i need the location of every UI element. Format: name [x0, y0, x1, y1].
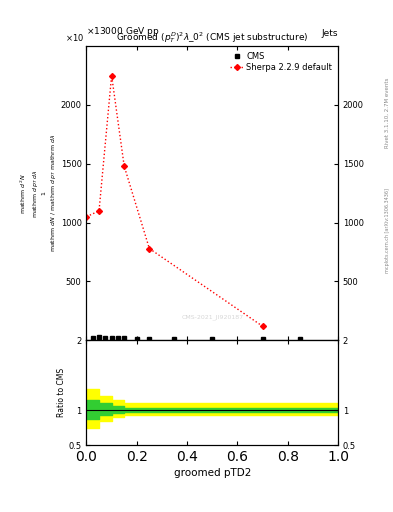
X-axis label: groomed pTD2: groomed pTD2 [174, 468, 251, 479]
Text: mcplots.cern.ch [arXiv:1306.3436]: mcplots.cern.ch [arXiv:1306.3436] [385, 188, 389, 273]
CMS [97, 334, 101, 340]
Text: Jets: Jets [321, 29, 338, 38]
Sherpa 2.2.9 default [260, 323, 265, 329]
CMS [298, 336, 303, 343]
Sherpa 2.2.9 default [109, 72, 114, 78]
CMS [109, 335, 114, 341]
CMS [116, 335, 120, 342]
Line: Sherpa 2.2.9 default: Sherpa 2.2.9 default [84, 73, 264, 328]
Y-axis label: mathrm $d^2N$
mathrm $d\,p_T\,d\lambda$
1
mathrm $dN$ / mathrm $d\,p_T$ mathrm $: mathrm $d^2N$ mathrm $d\,p_T\,d\lambda$ … [19, 134, 58, 252]
Y-axis label: Ratio to CMS: Ratio to CMS [57, 368, 66, 417]
Text: CMS-2021_JI920187: CMS-2021_JI920187 [181, 314, 243, 319]
Sherpa 2.2.9 default [84, 214, 89, 220]
CMS [172, 336, 177, 342]
Title: Groomed $(p_T^D)^2\lambda\_0^2$ (CMS jet substructure): Groomed $(p_T^D)^2\lambda\_0^2$ (CMS jet… [116, 30, 309, 45]
CMS [90, 335, 95, 341]
Line: CMS: CMS [91, 336, 302, 341]
Text: $\times 10$: $\times 10$ [65, 32, 84, 43]
CMS [122, 335, 127, 342]
CMS [260, 336, 265, 342]
Sherpa 2.2.9 default [97, 208, 101, 214]
CMS [103, 335, 108, 341]
Text: Rivet 3.1.10, 2.7M events: Rivet 3.1.10, 2.7M events [385, 77, 389, 148]
Sherpa 2.2.9 default [147, 245, 152, 251]
Text: $\times$13000 GeV pp: $\times$13000 GeV pp [86, 26, 160, 38]
CMS [147, 336, 152, 342]
CMS [134, 335, 139, 342]
Sherpa 2.2.9 default [122, 163, 127, 169]
CMS [210, 336, 215, 342]
Legend: CMS, Sherpa 2.2.9 default: CMS, Sherpa 2.2.9 default [229, 50, 334, 74]
